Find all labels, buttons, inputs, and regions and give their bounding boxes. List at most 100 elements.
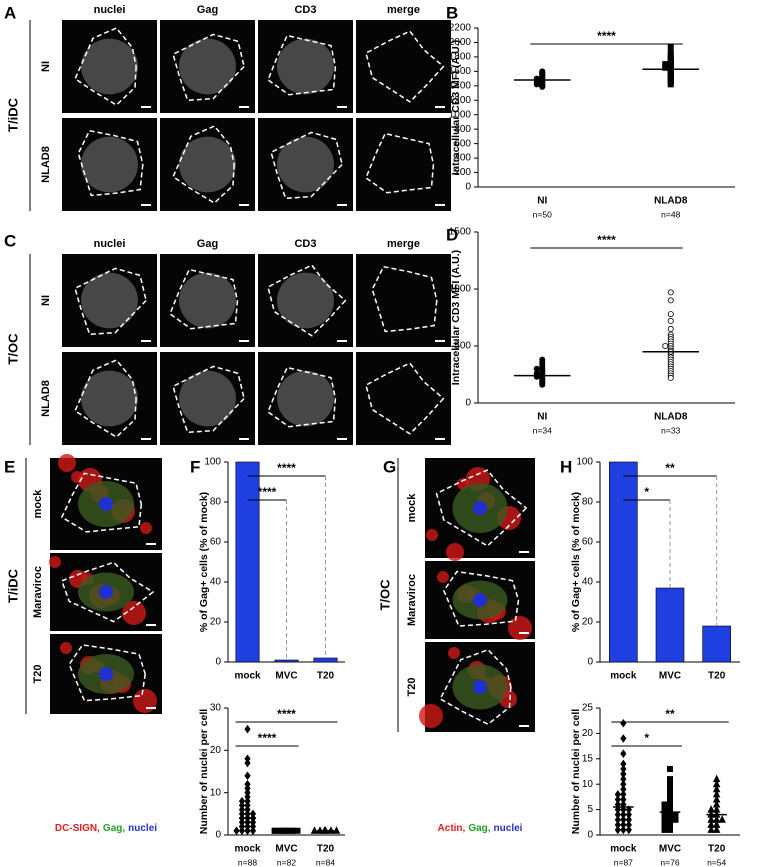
point bbox=[620, 734, 627, 743]
significance-label: **** bbox=[277, 707, 296, 721]
scale-bar bbox=[435, 438, 445, 440]
y-tick-label: 5 bbox=[587, 804, 593, 815]
x-tick-label: T20 bbox=[708, 671, 726, 682]
cell-outline bbox=[267, 264, 347, 337]
column-label: merge bbox=[387, 4, 420, 16]
point bbox=[667, 43, 674, 50]
x-tick-label: mock bbox=[610, 671, 637, 682]
y-tick-label: 0 bbox=[465, 182, 471, 193]
point bbox=[667, 816, 674, 823]
n-label: n=54 bbox=[707, 857, 726, 867]
point bbox=[667, 289, 674, 296]
point bbox=[667, 81, 674, 88]
nucleus bbox=[473, 593, 487, 607]
point bbox=[620, 718, 627, 728]
panel-letter: E bbox=[4, 457, 15, 476]
point bbox=[667, 791, 674, 798]
point bbox=[238, 826, 246, 836]
side-label: T/iDC bbox=[5, 97, 20, 132]
significance-label: **** bbox=[597, 29, 616, 43]
caption-part: DC-SIGN, bbox=[55, 823, 100, 834]
column-label: nuclei bbox=[94, 238, 126, 250]
point bbox=[271, 827, 278, 834]
y-axis-title: Number of nuclei per cell bbox=[198, 709, 210, 835]
cell-outline bbox=[172, 125, 235, 204]
bar bbox=[274, 659, 299, 663]
micrograph bbox=[356, 254, 451, 347]
panel-letter: H bbox=[560, 457, 572, 476]
stain-blob bbox=[446, 543, 464, 561]
point bbox=[667, 765, 674, 772]
y-axis-title: Intracellular CD3 MFI (A.U.) bbox=[450, 250, 462, 385]
point bbox=[667, 317, 674, 324]
row-label: Maraviroc bbox=[406, 574, 418, 626]
significance-label: ** bbox=[665, 461, 675, 475]
side-label: T/OC bbox=[5, 333, 20, 365]
scale-bar bbox=[239, 438, 249, 440]
row-label: T20 bbox=[406, 678, 418, 697]
caption-part: nuclei bbox=[494, 823, 523, 834]
point bbox=[539, 381, 546, 388]
scale-bar bbox=[141, 106, 151, 108]
bar bbox=[609, 461, 638, 663]
row-label: mock bbox=[32, 489, 44, 519]
caption: DC-SIGN, Gag, nuclei bbox=[55, 823, 157, 834]
cell-outline bbox=[270, 131, 343, 200]
stain-blob bbox=[140, 522, 152, 534]
nucleus bbox=[99, 585, 113, 599]
caption-part: Gag, bbox=[103, 823, 125, 834]
stain-blob bbox=[437, 571, 449, 583]
y-tick-label: 1600 bbox=[449, 66, 472, 77]
point bbox=[661, 816, 668, 823]
significance-label: **** bbox=[258, 731, 277, 745]
point bbox=[667, 786, 674, 793]
y-axis-title: % of Gag+ cells (% of mock) bbox=[570, 492, 582, 632]
column-label: CD3 bbox=[294, 238, 316, 250]
stain-blob bbox=[419, 704, 443, 728]
caption: Actin, Gag, nuclei bbox=[438, 823, 523, 834]
point bbox=[667, 821, 674, 828]
y-tick-label: 20 bbox=[582, 728, 594, 739]
row-label: NI bbox=[40, 295, 52, 306]
significance-label: **** bbox=[597, 233, 616, 247]
cell-outline bbox=[435, 469, 528, 547]
n-label: n=48 bbox=[661, 209, 680, 219]
y-axis-title: % of Gag+ cells (% of mock) bbox=[198, 492, 210, 632]
y-tick-label: 1500 bbox=[449, 227, 472, 238]
nucleus bbox=[473, 501, 487, 515]
y-tick-label: 0 bbox=[215, 830, 221, 841]
cell-outline bbox=[365, 30, 445, 103]
y-tick-label: 100 bbox=[204, 457, 221, 468]
y-tick-label: 0 bbox=[587, 830, 593, 841]
cell-outline bbox=[371, 265, 438, 333]
y-tick-label: 1000 bbox=[449, 284, 472, 295]
scale-bar bbox=[435, 340, 445, 342]
point bbox=[667, 297, 674, 304]
scale-bar bbox=[519, 551, 529, 553]
row-label: Maraviroc bbox=[32, 566, 44, 618]
y-tick-label: 40 bbox=[582, 577, 594, 588]
point bbox=[244, 771, 251, 781]
cell-outline bbox=[169, 268, 239, 330]
y-tick-label: 600 bbox=[454, 138, 471, 149]
point bbox=[625, 825, 632, 835]
column-label: nuclei bbox=[94, 4, 126, 16]
x-tick-label: NI bbox=[537, 412, 547, 423]
cell-outline bbox=[74, 267, 147, 336]
bar bbox=[655, 587, 685, 663]
caption-part: Actin, bbox=[438, 823, 466, 834]
point bbox=[667, 311, 674, 318]
cell-signal bbox=[81, 370, 138, 427]
x-tick-label: NLAD8 bbox=[654, 412, 688, 423]
row-label: NLAD8 bbox=[40, 146, 52, 183]
x-tick-label: mock bbox=[234, 844, 261, 855]
column-label: merge bbox=[387, 238, 420, 250]
scale-bar bbox=[239, 204, 249, 206]
cell-outline bbox=[60, 472, 143, 533]
cell-outline bbox=[267, 366, 337, 428]
y-tick-label: 30 bbox=[210, 703, 222, 714]
cell-signal bbox=[81, 38, 138, 95]
cell-outline bbox=[267, 34, 337, 96]
y-tick-label: 80 bbox=[210, 497, 222, 508]
cell-signal bbox=[81, 136, 138, 193]
